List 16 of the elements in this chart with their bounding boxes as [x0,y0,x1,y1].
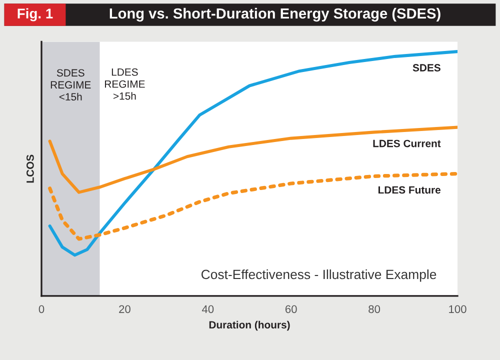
y-axis-title: LCOS [26,154,34,183]
series-label: LDES Current [373,140,441,148]
x-tick-label: 80 [368,305,380,314]
x-tick-label: 40 [202,305,214,314]
series-label: LDES Future [378,186,441,194]
x-axis-title: Duration (hours) [209,320,290,331]
chart-title: Long vs. Short-Duration Energy Storage (SDES) [110,8,440,22]
x-tick-label: 100 [449,305,466,314]
x-tick-label: 20 [119,305,130,314]
x-tick-label: 60 [285,305,297,314]
x-tick-label: 0 [38,305,44,314]
annotation: Cost-Effectiveness - Illustrative Example [201,269,436,282]
annotation: LDES REGIME >15h [105,68,145,100]
band-label: SDES REGIME <15h [50,69,91,101]
series-label: SDES [412,64,440,72]
caption: Fig. 1 [18,8,53,22]
